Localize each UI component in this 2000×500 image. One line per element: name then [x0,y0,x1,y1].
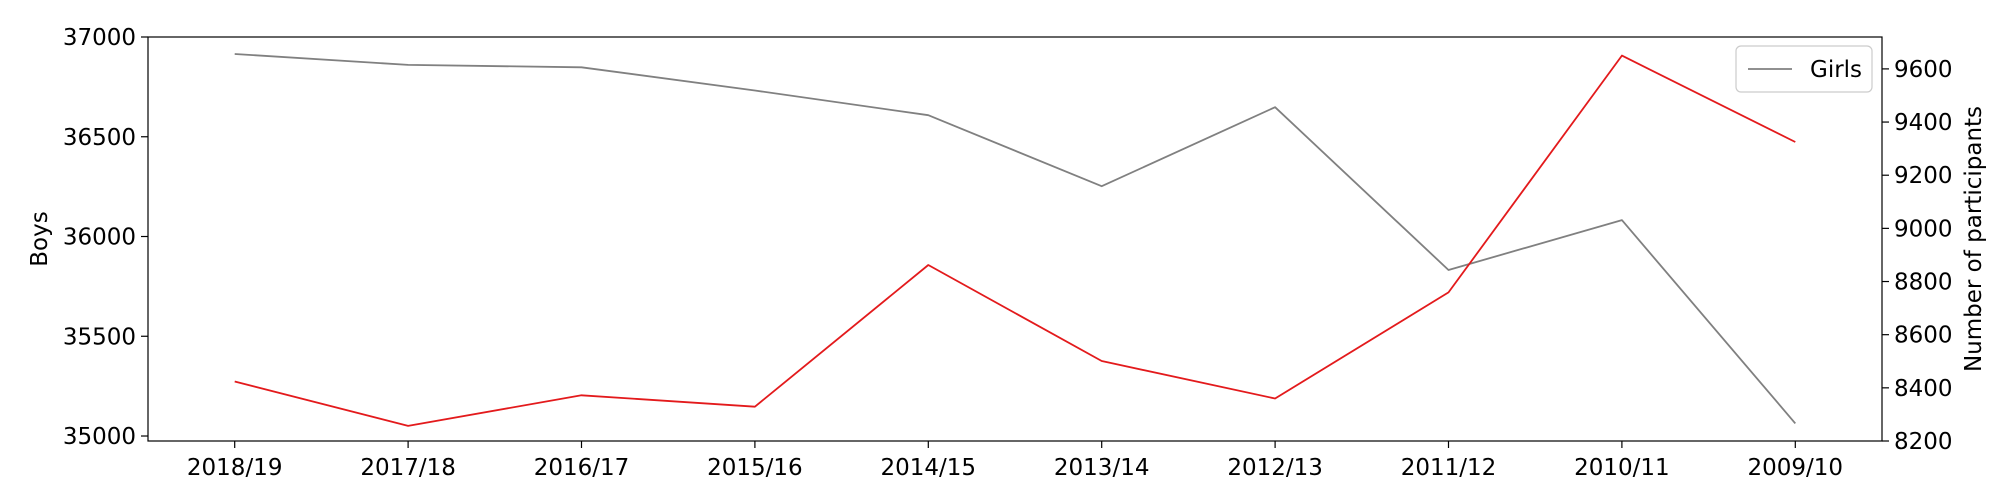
legend-label: Girls [1810,57,1862,83]
left-tick-label: 37000 [63,25,136,51]
left-tick-label: 35000 [63,424,136,450]
right-tick-label: 9400 [1894,110,1953,136]
right-tick-label: 8200 [1894,429,1953,455]
plot-area [147,36,1883,442]
x-tick-label: 2015/16 [707,455,803,481]
left-y-axis: 35000 35500 36000 36500 37000 [63,25,148,450]
left-axis-title: Boys [27,211,53,266]
right-tick-label: 8800 [1894,270,1953,296]
series-line-girls [234,54,1796,427]
left-tick-label: 35500 [63,324,136,350]
x-tick-label: 2014/15 [881,455,977,481]
x-tick-label: 2009/10 [1748,455,1844,481]
x-tick-label: 2018/19 [187,455,283,481]
right-tick-label: 8600 [1894,323,1953,349]
left-tick-label: 36500 [63,125,136,151]
x-tick-label: 2010/11 [1574,455,1670,481]
x-tick-label: 2012/13 [1227,455,1323,481]
x-tick-label: 2011/12 [1401,455,1497,481]
legend: Girls [1735,45,1873,93]
series-line-boys [234,53,1796,424]
right-tick-label: 9600 [1894,57,1953,83]
series-layer [234,53,1796,427]
right-tick-label: 8400 [1894,376,1953,402]
right-tick-label: 9200 [1894,163,1953,189]
x-tick-label: 2016/17 [534,455,630,481]
x-axis: 2018/19 2017/18 2016/17 2015/16 2014/15 2013/… [187,441,1843,481]
legend-box [1735,45,1873,93]
plot-border [147,36,1883,442]
left-tick-label: 36000 [63,225,136,251]
x-tick-label: 2017/18 [360,455,456,481]
right-y-axis: 8200 8400 8600 8800 9000 9200 9400 9600 [1882,57,1953,455]
right-tick-label: 9000 [1894,216,1953,242]
x-tick-label: 2013/14 [1054,455,1150,481]
right-axis-title: Number of participants [1961,106,1987,372]
